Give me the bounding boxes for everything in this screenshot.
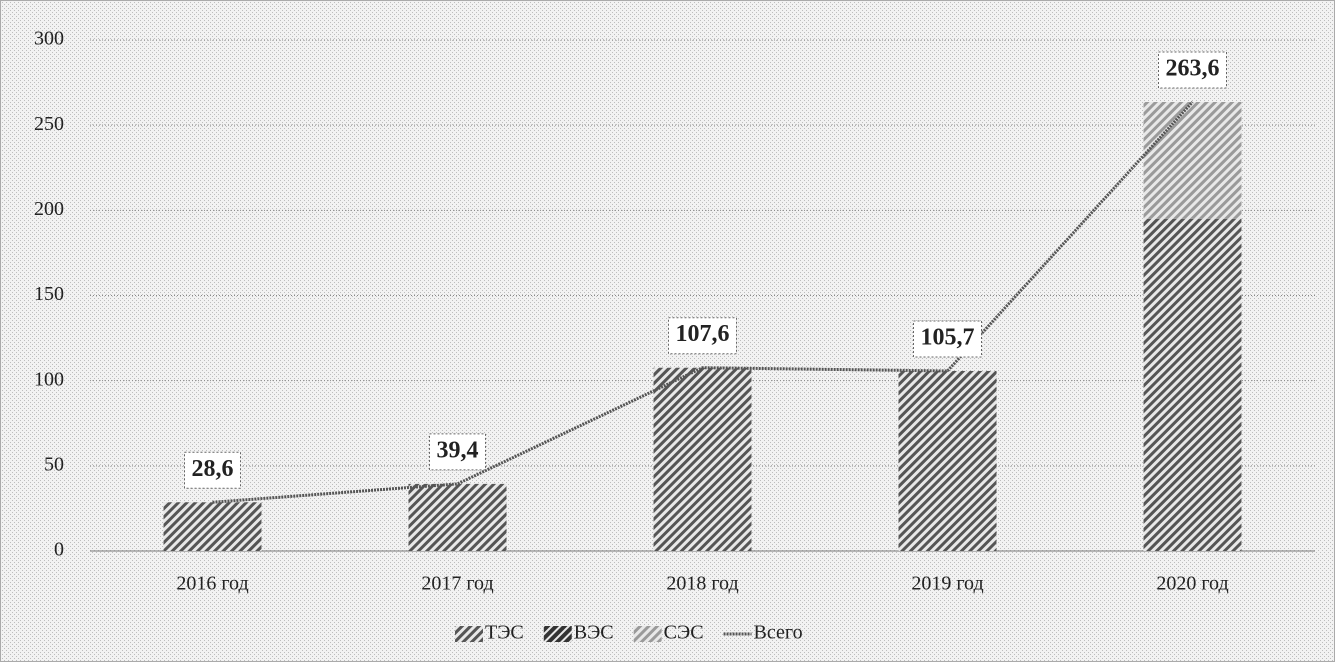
data-label: 39,4 (437, 437, 479, 463)
data-label-box (668, 317, 737, 355)
data-label: 263,6 (1166, 56, 1220, 82)
y-tick-label: 300 (34, 28, 64, 50)
bar (653, 367, 752, 551)
y-tick-label: 150 (34, 283, 64, 305)
legend-label: СЭС (664, 622, 704, 644)
x-tick-label: 2016 год (176, 573, 248, 595)
y-tick-label: 250 (34, 113, 64, 135)
bar (163, 502, 262, 551)
legend-label: Всего (754, 622, 803, 644)
data-label-box (429, 433, 486, 471)
data-label-box (184, 451, 241, 489)
legend-swatch (543, 626, 572, 642)
y-tick-label: 50 (44, 453, 64, 475)
data-label: 107,6 (676, 321, 730, 347)
line (212, 100, 1194, 504)
data-label: 105,7 (921, 324, 975, 350)
x-tick-label: 2019 год (911, 573, 983, 595)
data-label: 28,6 (192, 456, 234, 482)
x-tick-label: 2020 год (1156, 573, 1228, 595)
bar (408, 483, 507, 551)
legend-label: ВЭС (574, 622, 614, 644)
y-tick-label: 200 (34, 198, 64, 220)
y-tick-label: 100 (34, 368, 64, 390)
bar (1143, 218, 1242, 551)
x-tick-label: 2018 год (666, 573, 738, 595)
legend-swatch (633, 626, 662, 642)
y-tick-label: 0 (54, 539, 64, 561)
bar (1143, 102, 1242, 219)
legend-swatch (455, 626, 483, 642)
bar (898, 370, 997, 551)
data-label-box (1158, 51, 1227, 89)
legend-label: ТЭС (485, 622, 524, 644)
x-tick-label: 2017 год (421, 573, 493, 595)
data-label-box (913, 320, 982, 358)
